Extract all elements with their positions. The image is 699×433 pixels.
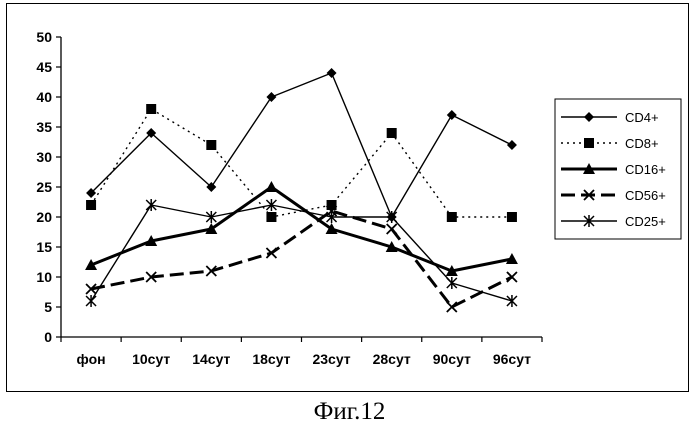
x-tick-label: 14сут [192,351,230,367]
series-line-cd8 [91,109,512,217]
tick-labels: 0 5 10 15 20 25 30 35 40 45 50 фон 10сут 14сут 18сут 23… [36,29,531,367]
y-tick-label: 45 [36,59,52,75]
x-tick-label: фон [77,351,106,367]
series-group [85,68,518,312]
y-tick-label: 0 [44,329,52,345]
x-tick-label: 90сут [433,351,471,367]
series-line-cd4 [91,73,512,217]
y-tick-label: 35 [36,119,52,135]
data-point-cd4 [507,140,517,150]
y-tick-label: 50 [36,29,52,45]
legend: CD4+ CD8+ CD16+ CD56+ CD25+ [555,99,681,239]
x-tick-label: 96сут [493,351,531,367]
data-point-cd4 [327,68,337,78]
data-point-cd8 [507,212,517,222]
y-tick-label: 20 [36,209,52,225]
data-point-cd8 [86,200,96,210]
y-tick-label: 10 [36,269,52,285]
y-tick-label: 30 [36,149,52,165]
legend-label: CD25+ [625,214,666,229]
series-line-cd16 [91,187,512,271]
data-point-cd56 [447,302,457,312]
data-point-cd56 [507,272,517,282]
data-point-cd16 [265,181,277,192]
data-point-cd25 [447,277,457,289]
series-line-cd56 [91,211,512,307]
y-tick-label: 25 [36,179,52,195]
data-point-cd56 [387,224,397,234]
legend-label: CD8+ [625,136,659,151]
y-tick-label: 5 [44,299,52,315]
y-tick-label: 15 [36,239,52,255]
legend-label: CD16+ [625,162,666,177]
data-point-cd8 [266,212,276,222]
data-point-cd8 [387,128,397,138]
data-point-cd8 [206,140,216,150]
legend-label: CD4+ [625,110,659,125]
data-point-cd25 [86,295,96,307]
x-tick-label: 28сут [373,351,411,367]
x-tick-label: 23сут [312,351,350,367]
data-point-cd8 [146,104,156,114]
chart-frame: 0 5 10 15 20 25 30 35 40 45 50 фон 10сут 14сут 18сут 23… [6,3,689,392]
legend-marker [584,138,594,148]
data-point-cd8 [447,212,457,222]
line-chart: 0 5 10 15 20 25 30 35 40 45 50 фон 10сут 14сут 18сут 23… [7,4,690,393]
y-tick-label: 40 [36,89,52,105]
legend-label: CD56+ [625,188,666,203]
axes [56,37,542,342]
data-point-cd4 [266,92,276,102]
x-tick-label: 18сут [252,351,290,367]
series-cd4 [86,68,517,222]
x-tick-label: 10сут [132,351,170,367]
data-point-cd4 [447,110,457,120]
figure-caption: Фиг.12 [0,398,699,426]
series-cd16 [85,181,518,276]
data-point-cd25 [507,295,517,307]
